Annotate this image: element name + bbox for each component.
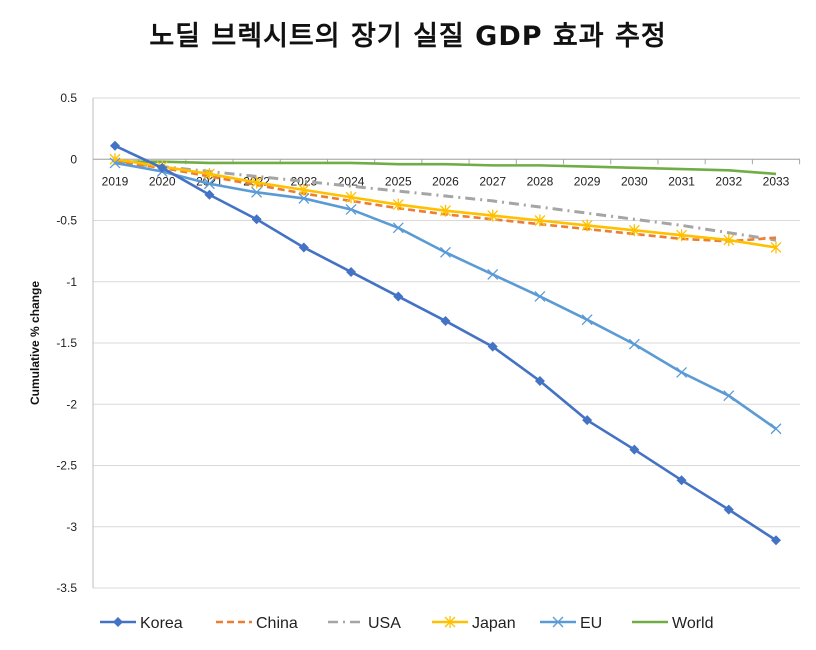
- data-point-japan: [581, 219, 593, 232]
- data-point-japan: [676, 229, 688, 242]
- data-point-korea: [251, 214, 262, 225]
- data-point-korea: [582, 415, 593, 426]
- x-tick-label: 2024: [338, 174, 365, 188]
- x-tick-label: 2023: [291, 174, 318, 188]
- data-point-eu: [534, 290, 546, 302]
- data-point-eu: [251, 186, 263, 198]
- y-tick-label: -1.5: [56, 336, 77, 350]
- y-tick-label: 0: [70, 152, 77, 166]
- y-tick-label: 0.5: [60, 91, 77, 105]
- x-tick-label: 2029: [574, 174, 601, 188]
- data-point-eu: [345, 204, 357, 215]
- legend-label-eu: EU: [580, 615, 602, 632]
- data-point-japan: [770, 241, 782, 254]
- data-point-eu: [487, 268, 499, 280]
- legend-marker-eu: [552, 616, 564, 628]
- data-point-korea: [676, 475, 687, 486]
- data-point-korea: [771, 535, 781, 546]
- y-tick-label: -0.5: [56, 214, 77, 228]
- data-point-japan: [440, 204, 451, 217]
- y-tick-label: -2: [66, 397, 77, 411]
- y-tick-label: -1: [66, 275, 77, 289]
- legend-label-japan: Japan: [472, 615, 516, 632]
- legend-label-world: World: [672, 615, 714, 632]
- x-tick-label: 2027: [479, 174, 506, 188]
- data-point-korea: [534, 375, 545, 386]
- data-point-japan: [298, 183, 310, 196]
- y-axis-label: Cumulative % change: [28, 281, 42, 405]
- x-tick-label: 2026: [432, 174, 459, 188]
- data-point-korea: [487, 341, 498, 352]
- data-point-eu: [298, 192, 310, 204]
- legend-label-korea: Korea: [140, 615, 183, 632]
- data-point-japan: [723, 234, 735, 247]
- y-tick-label: -3: [66, 520, 77, 534]
- data-point-korea: [298, 242, 309, 253]
- data-point-korea: [723, 504, 734, 515]
- data-point-korea: [204, 189, 215, 200]
- data-point-eu: [723, 390, 735, 402]
- data-point-korea: [440, 315, 451, 326]
- x-tick-label: 2020: [149, 174, 176, 188]
- data-point-korea: [110, 140, 120, 151]
- data-point-eu: [203, 178, 215, 190]
- y-tick-label: -2.5: [56, 459, 77, 473]
- data-point-japan: [487, 209, 499, 222]
- series-line-usa: [114, 161, 777, 242]
- y-tick-label: -3.5: [56, 581, 77, 595]
- data-point-korea: [629, 444, 640, 455]
- x-tick-label: 2031: [668, 174, 695, 188]
- x-tick-label: 2028: [527, 174, 554, 188]
- data-point-japan: [251, 176, 263, 189]
- legend-marker-japan: [444, 616, 456, 628]
- data-point-eu: [770, 423, 782, 435]
- series-line-world: [115, 160, 777, 176]
- data-point-eu: [109, 157, 121, 169]
- x-tick-label: 2025: [385, 174, 412, 188]
- data-point-japan: [628, 224, 640, 237]
- data-point-japan: [203, 167, 215, 180]
- data-point-japan: [534, 214, 546, 227]
- legend-label-china: China: [256, 615, 298, 632]
- data-point-eu: [581, 314, 593, 326]
- legend-label-usa: USA: [368, 615, 401, 632]
- data-point-eu: [392, 222, 404, 234]
- chart-title: 노딜 브렉시트의 장기 실질 GDP 효과 추정: [149, 21, 667, 52]
- series-line-japan: [114, 157, 777, 249]
- data-point-eu: [676, 366, 688, 378]
- data-point-japan: [392, 198, 404, 211]
- data-point-korea: [346, 266, 357, 277]
- legend-marker-korea: [113, 617, 123, 627]
- x-tick-label: 2030: [621, 174, 648, 188]
- data-point-korea: [393, 291, 404, 302]
- x-tick-label: 2033: [763, 174, 790, 188]
- series-line-eu: [114, 161, 777, 430]
- x-tick-label: 2019: [102, 174, 129, 188]
- data-point-eu: [628, 338, 640, 350]
- x-tick-label: 2032: [715, 174, 742, 188]
- data-point-japan: [345, 191, 357, 204]
- data-point-korea: [157, 162, 168, 173]
- data-point-eu: [440, 246, 451, 258]
